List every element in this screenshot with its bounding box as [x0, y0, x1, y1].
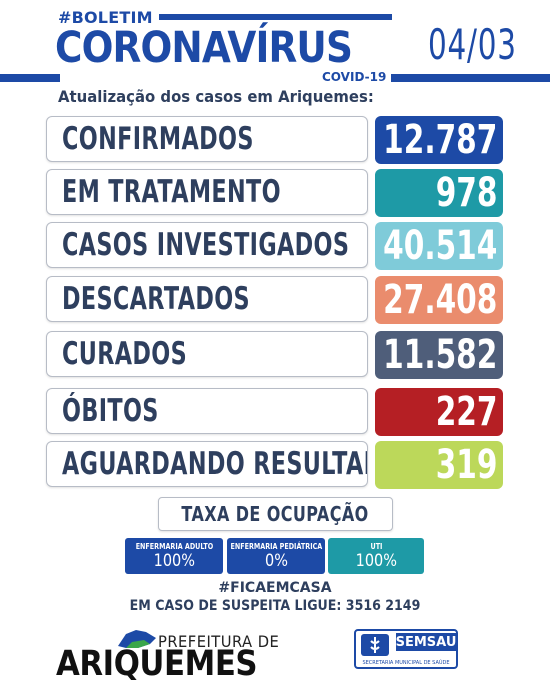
row-label-text: EM TRATAMENTO	[62, 174, 281, 210]
row-value-aguardando-resultado: 319	[375, 441, 503, 489]
bulletin-date: 04/03	[428, 20, 517, 69]
row-label-text: CURADOS	[62, 336, 188, 372]
row-label-text: CASOS INVESTIGADOS	[62, 227, 350, 263]
page-title: CORONAVÍRUS	[55, 23, 353, 73]
row-label-em-tratamento: EM TRATAMENTO	[46, 169, 368, 215]
row-value-confirmados: 12.787	[375, 116, 503, 164]
row-value-text: 40.514	[382, 223, 497, 269]
occupancy-title: TAXA DE OCUPAÇÃO	[181, 502, 370, 526]
prefeitura-label: PREFEITURA DE	[158, 632, 280, 651]
row-value-obitos: 227	[375, 388, 503, 436]
occupancy-value: 0%	[264, 550, 288, 571]
semsau-name: SEMSAU	[395, 633, 457, 651]
ariquemes-logo-text: ARIQUEMES	[56, 644, 258, 684]
occupancy-uti: UTI 100%	[328, 538, 424, 574]
semsau-icon	[361, 634, 389, 656]
row-value-casos-investigados: 40.514	[375, 222, 503, 270]
row-label-descartados: DESCARTADOS	[46, 276, 368, 322]
hashtag-text: #FICAEMCASA	[218, 580, 332, 596]
occupancy-value: 100%	[355, 550, 397, 571]
row-label-text: ÓBITOS	[62, 393, 159, 429]
row-value-em-tratamento: 978	[375, 169, 503, 217]
occupancy-label: ENFERMARIA PEDIÁTRICA	[230, 541, 322, 551]
row-label-text: DESCARTADOS	[62, 281, 250, 317]
row-value-descartados: 27.408	[375, 276, 503, 324]
row-value-curados: 11.582	[375, 331, 503, 379]
row-value-text: 12.787	[382, 117, 497, 163]
row-label-curados: CURADOS	[46, 331, 368, 377]
row-label-casos-investigados: CASOS INVESTIGADOS	[46, 222, 368, 268]
header-top-line	[130, 14, 392, 20]
occupancy-enfermaria-pediatrica: ENFERMARIA PEDIÁTRICA 0%	[227, 538, 325, 574]
row-label-aguardando-resultado: AGUARDANDO RESULTADO	[46, 441, 368, 487]
covid-subtag: COVID-19	[318, 70, 391, 84]
occupancy-label: ENFERMARIA ADULTO	[135, 541, 213, 551]
row-value-text: 227	[435, 389, 497, 435]
rondonia-state-icon	[118, 630, 156, 648]
row-label-text: CONFIRMADOS	[62, 121, 254, 157]
row-label-obitos: ÓBITOS	[46, 388, 368, 434]
header-bar-right	[391, 74, 550, 82]
update-subtitle: Atualização dos casos em Ariquemes:	[58, 87, 374, 106]
boletim-tag: #BOLETIM	[58, 8, 159, 27]
header-bar-left	[0, 74, 60, 82]
contact-text: EM CASO DE SUSPEITA LIGUE: 3516 2149	[129, 598, 421, 614]
semsau-subtitle: SECRETARIA MUNICIPAL DE SAÚDE	[362, 660, 450, 666]
row-value-text: 11.582	[382, 332, 497, 378]
row-label-confirmados: CONFIRMADOS	[46, 116, 368, 162]
occupancy-title-box: TAXA DE OCUPAÇÃO	[158, 497, 393, 531]
row-value-text: 27.408	[382, 277, 497, 323]
occupancy-value: 100%	[153, 550, 195, 571]
row-label-text: AGUARDANDO RESULTADO	[62, 446, 368, 482]
row-value-text: 978	[435, 170, 497, 216]
row-value-text: 319	[435, 442, 497, 488]
occupancy-label: UTI	[370, 541, 382, 551]
occupancy-enfermaria-adulto: ENFERMARIA ADULTO 100%	[125, 538, 223, 574]
